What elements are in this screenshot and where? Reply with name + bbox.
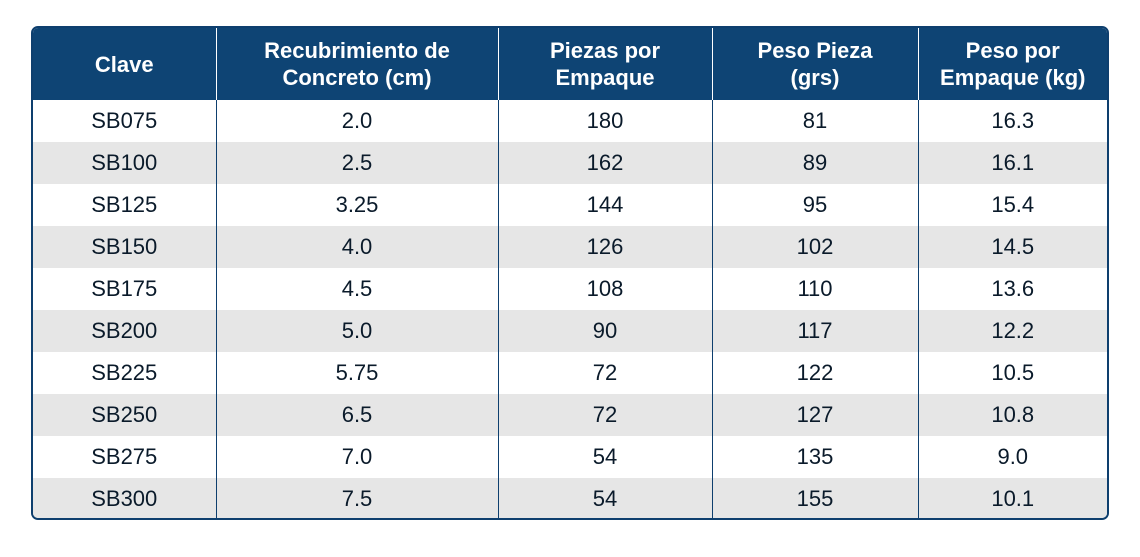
cell-clave: SB275 (33, 436, 217, 478)
table-row: SB275 7.0 54 135 9.0 (33, 436, 1107, 478)
cell-piezas: 72 (498, 352, 713, 394)
cell-piezas: 162 (498, 142, 713, 184)
cell-peso-pieza: 127 (712, 394, 919, 436)
cell-recubrimiento: 6.5 (216, 394, 499, 436)
table-row: SB250 6.5 72 127 10.8 (33, 394, 1107, 436)
cell-peso-empaque: 12.2 (918, 310, 1107, 352)
cell-peso-empaque: 16.3 (918, 100, 1107, 142)
header-row: Clave Recubrimiento de Concreto (cm) Pie… (33, 28, 1107, 100)
header-peso-pieza: Peso Pieza (grs) (712, 28, 919, 100)
cell-peso-pieza: 155 (712, 478, 919, 518)
header-piezas-line-1: Piezas por (549, 38, 661, 63)
table-row: SB200 5.0 90 117 12.2 (33, 310, 1107, 352)
cell-recubrimiento: 7.5 (216, 478, 499, 518)
cell-piezas: 144 (498, 184, 713, 226)
cell-peso-empaque: 13.6 (918, 268, 1107, 310)
cell-peso-empaque: 14.5 (918, 226, 1107, 268)
cell-recubrimiento: 5.0 (216, 310, 499, 352)
cell-clave: SB100 (33, 142, 217, 184)
header-clave-line-1: Clave (94, 51, 154, 77)
cell-peso-pieza: 122 (712, 352, 919, 394)
cell-piezas: 108 (498, 268, 713, 310)
cell-recubrimiento: 4.5 (216, 268, 499, 310)
cell-piezas: 72 (498, 394, 713, 436)
cell-recubrimiento: 3.25 (216, 184, 499, 226)
cell-recubrimiento: 7.0 (216, 436, 499, 478)
header-peso-pieza-line-2: (grs) (790, 65, 840, 90)
header-peso-por-empaque: Peso por Empaque (kg) (918, 28, 1107, 100)
cell-peso-pieza: 81 (712, 100, 919, 142)
table-row: SB125 3.25 144 95 15.4 (33, 184, 1107, 226)
cell-recubrimiento: 4.0 (216, 226, 499, 268)
header-piezas-por-empaque: Piezas por Empaque (498, 28, 713, 100)
cell-peso-empaque: 15.4 (918, 184, 1107, 226)
header-piezas-line-2: Empaque (555, 65, 655, 90)
cell-peso-empaque: 10.1 (918, 478, 1107, 518)
product-spec-table: Clave Recubrimiento de Concreto (cm) Pie… (31, 26, 1109, 520)
cell-peso-pieza: 110 (712, 268, 919, 310)
cell-peso-pieza: 135 (712, 436, 919, 478)
cell-clave: SB300 (33, 478, 217, 518)
cell-peso-empaque: 10.8 (918, 394, 1107, 436)
cell-clave: SB075 (33, 100, 217, 142)
table-row: SB100 2.5 162 89 16.1 (33, 142, 1107, 184)
table-row: SB150 4.0 126 102 14.5 (33, 226, 1107, 268)
cell-clave: SB200 (33, 310, 217, 352)
table-header: Clave Recubrimiento de Concreto (cm) Pie… (33, 28, 1107, 100)
spec-table: Clave Recubrimiento de Concreto (cm) Pie… (33, 28, 1107, 518)
cell-clave: SB250 (33, 394, 217, 436)
cell-peso-pieza: 95 (712, 184, 919, 226)
table-row: SB300 7.5 54 155 10.1 (33, 478, 1107, 518)
table-body: SB075 2.0 180 81 16.3 SB100 2.5 162 89 1… (33, 100, 1107, 518)
cell-recubrimiento: 2.0 (216, 100, 499, 142)
cell-piezas: 126 (498, 226, 713, 268)
header-clave: Clave (33, 28, 217, 100)
table-row: SB225 5.75 72 122 10.5 (33, 352, 1107, 394)
cell-clave: SB150 (33, 226, 217, 268)
header-recubrimiento: Recubrimiento de Concreto (cm) (216, 28, 499, 100)
cell-recubrimiento: 5.75 (216, 352, 499, 394)
header-peso-empaque-line-1: Peso por (965, 38, 1060, 63)
cell-clave: SB175 (33, 268, 217, 310)
cell-piezas: 54 (498, 436, 713, 478)
table-row: SB175 4.5 108 110 13.6 (33, 268, 1107, 310)
table-row: SB075 2.0 180 81 16.3 (33, 100, 1107, 142)
cell-clave: SB125 (33, 184, 217, 226)
header-recubrimiento-line-1: Recubrimiento de (264, 38, 450, 63)
header-recubrimiento-line-2: Concreto (cm) (282, 65, 432, 90)
cell-peso-empaque: 10.5 (918, 352, 1107, 394)
cell-piezas: 90 (498, 310, 713, 352)
cell-piezas: 180 (498, 100, 713, 142)
cell-peso-empaque: 16.1 (918, 142, 1107, 184)
cell-peso-empaque: 9.0 (918, 436, 1107, 478)
cell-recubrimiento: 2.5 (216, 142, 499, 184)
cell-piezas: 54 (498, 478, 713, 518)
cell-peso-pieza: 117 (712, 310, 919, 352)
header-peso-pieza-line-1: Peso Pieza (757, 38, 873, 63)
header-peso-empaque-line-2: Empaque (kg) (940, 65, 1086, 90)
cell-peso-pieza: 89 (712, 142, 919, 184)
cell-peso-pieza: 102 (712, 226, 919, 268)
cell-clave: SB225 (33, 352, 217, 394)
